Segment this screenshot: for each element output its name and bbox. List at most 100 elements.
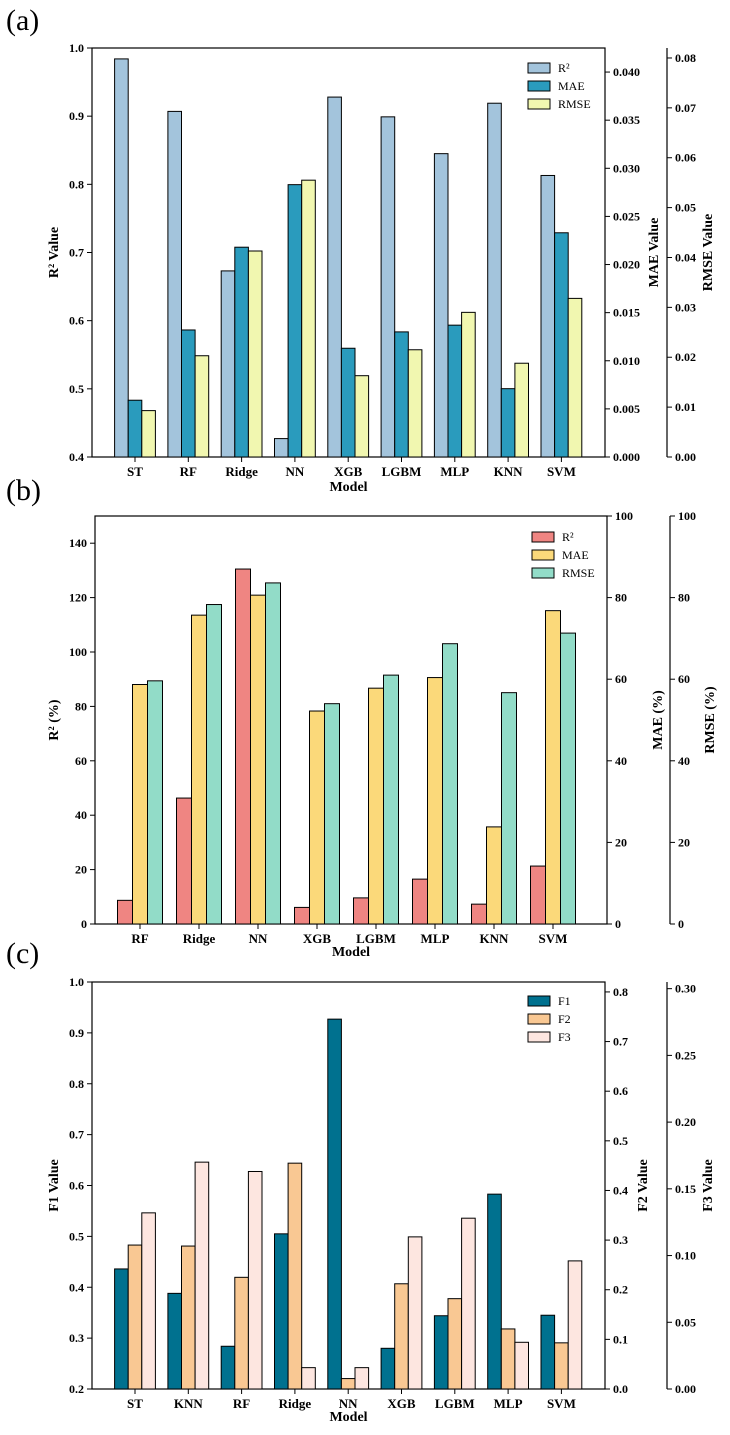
bar-f2-knn (181, 1245, 196, 1390)
y-tick-label: 0.2 (613, 1283, 628, 1297)
bar-r-nn (274, 438, 289, 458)
bar-mae-knn (500, 388, 516, 458)
legend-swatch (527, 1031, 551, 1043)
legend-label: R² (562, 530, 574, 544)
y-tick-label: 0.8 (613, 985, 628, 999)
bar-r-svm (530, 865, 546, 925)
bar-rmse-st (141, 410, 156, 458)
bar-r-nn (235, 568, 251, 925)
bar-rmse-lgbm (407, 349, 423, 458)
y-tick-label: 100 (615, 509, 633, 523)
x-tick-label: SVM (547, 1396, 576, 1411)
bar-rmse-knn (514, 362, 530, 458)
y-tick-label: 0.30 (675, 982, 696, 996)
y-tick-label: 0.035 (613, 113, 640, 127)
bar-r-lgbm (380, 116, 396, 458)
bar-rmse-xgb (354, 375, 370, 458)
x-axis-label: Model (329, 480, 367, 495)
bar-mae-lgbm (368, 687, 384, 925)
legend-label: F1 (558, 994, 571, 1008)
bar-f1-svm (540, 1314, 556, 1390)
y-tick-label: 0.5 (69, 382, 84, 396)
axis-label-0: F1 Value (47, 1159, 62, 1212)
axis-label-2: F3 Value (701, 1159, 716, 1212)
x-axis-label: Model (329, 1410, 367, 1425)
bar-mae-xgb (309, 710, 325, 925)
bar-f2-rf (234, 1276, 249, 1390)
bar-f3-lgbm (461, 1217, 476, 1390)
y-tick-label: 0 (81, 917, 87, 931)
y-tick-label: 0.000 (613, 450, 640, 464)
bar-f3-nn (354, 1367, 370, 1390)
y-tick-label: 1.0 (69, 975, 84, 989)
y-tick-label: 0.025 (613, 209, 640, 223)
x-tick-label: SVM (547, 464, 576, 479)
y-tick-label: 0.05 (675, 1315, 696, 1329)
y-tick-label: 0.015 (613, 306, 640, 320)
y-tick-label: 0.8 (69, 1077, 84, 1091)
legend-swatch (527, 62, 551, 74)
y-tick-label: 0.05 (675, 201, 696, 215)
y-tick-label: 60 (678, 672, 690, 686)
bar-mae-nn (287, 184, 303, 458)
y-tick-label: 80 (75, 699, 87, 713)
y-tick-label: 0.030 (613, 161, 640, 175)
bar-r-st (114, 58, 129, 458)
bar-mae-ridge (234, 246, 249, 458)
panel-label: (c) (6, 937, 39, 970)
bar-r-ridge (176, 797, 192, 925)
bar-rmse-svm (560, 632, 576, 925)
legend-label: RMSE (558, 97, 591, 111)
y-tick-label: 0.03 (675, 300, 696, 314)
bar-f3-svm (567, 1260, 583, 1390)
axis-label-0: R² Value (47, 227, 62, 278)
y-tick-label: 80 (678, 591, 690, 605)
plot-frame (94, 515, 608, 925)
bar-rmse-ridge (206, 604, 222, 925)
x-tick-label: RF (180, 464, 197, 479)
legend-label: RMSE (562, 566, 595, 580)
y-tick-label: 0.6 (613, 1084, 628, 1098)
legend-swatch (531, 531, 555, 543)
y-tick-label: 0.25 (675, 1048, 696, 1062)
y-tick-label: 0.6 (69, 1179, 84, 1193)
bar-f1-rf (220, 1345, 236, 1390)
legend-label: MAE (558, 79, 585, 93)
x-tick-label: LGBM (435, 1396, 475, 1411)
axis-label-1: MAE Value (647, 218, 662, 288)
bar-rmse-svm (567, 297, 583, 458)
y-tick-label: 40 (678, 754, 690, 768)
x-tick-label: XGB (387, 1396, 416, 1411)
y-tick-label: 20 (75, 863, 87, 877)
bar-r-xgb (327, 96, 342, 458)
bar-f3-rf (247, 1170, 263, 1390)
x-tick-label: ST (127, 464, 143, 479)
bar-rmse-xgb (324, 703, 340, 925)
y-tick-label: 0.02 (675, 350, 696, 364)
y-tick-label: 0.9 (69, 109, 84, 123)
y-tick-label: 0.7 (69, 246, 84, 260)
legend-swatch (527, 1013, 551, 1025)
legend-label: R² (558, 61, 570, 75)
y-tick-label: 0 (615, 917, 621, 931)
y-tick-label: 0.005 (613, 402, 640, 416)
bar-mae-nn (250, 594, 266, 925)
axis-label-2: RMSE Value (701, 214, 716, 291)
x-tick-label: RF (233, 1396, 250, 1411)
bar-mae-ridge (191, 614, 207, 925)
y-tick-label: 0.07 (675, 101, 696, 115)
bar-r-svm (540, 174, 556, 458)
axis-label-0: R² (%) (47, 699, 62, 740)
y-tick-label: 40 (615, 754, 627, 768)
legend-label: MAE (562, 548, 589, 562)
x-tick-label: Ridge (225, 464, 258, 479)
bar-rmse-mlp (442, 643, 458, 925)
y-tick-label: 0.15 (675, 1182, 696, 1196)
bar-rmse-nn (265, 582, 281, 925)
x-tick-label: MLP (494, 1396, 523, 1411)
x-tick-label: LGBM (356, 931, 396, 946)
y-tick-label: 0.7 (613, 1035, 628, 1049)
y-tick-label: 0.01 (675, 400, 696, 414)
y-tick-label: 0.4 (69, 1280, 84, 1294)
